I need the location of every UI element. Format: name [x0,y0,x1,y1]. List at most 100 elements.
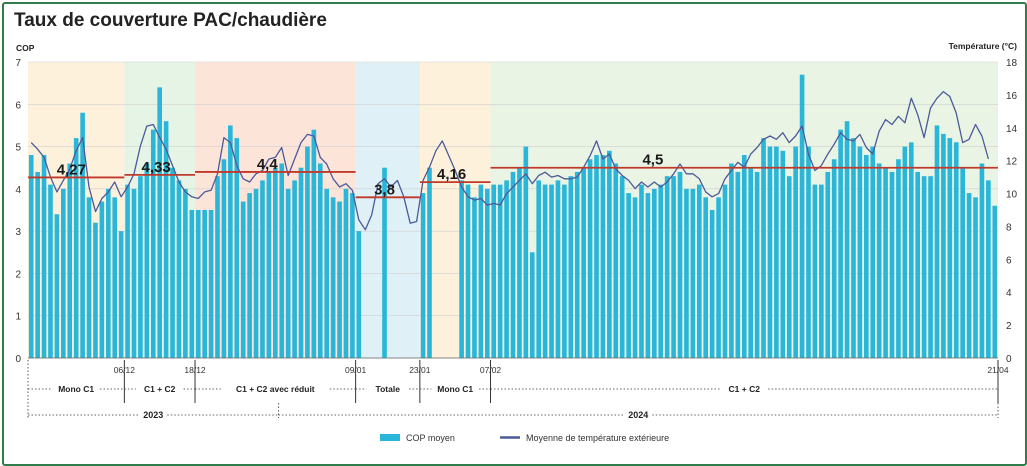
cop-bar [504,180,509,358]
cop-bar [202,210,207,358]
cop-bar [459,180,464,358]
cop-bar [138,176,143,358]
cop-bar [298,167,304,358]
cop-bar [799,74,805,358]
cop-bar [176,180,182,358]
y-left-tick-label: 6 [15,100,21,111]
cop-bar [677,171,683,358]
cop-bar [600,155,606,358]
cop-bar [536,180,542,358]
y-left-axis-label: COP [16,43,35,53]
cop-bar [581,167,586,358]
cop-bar [786,176,792,358]
mean-cop-label: 4,33 [142,159,171,176]
cop-bar [594,155,599,358]
cop-bar [690,188,696,358]
cop-bar [99,201,105,358]
cop-bar [292,180,297,358]
y-left-tick-label: 2 [15,269,21,280]
year-label: 2023 [143,410,163,420]
y-left-tick-label: 4 [15,185,21,196]
cop-bar [587,159,593,358]
cop-bar [883,167,888,358]
cop-bar [253,188,259,358]
cop-bar [317,163,323,358]
date-label: 07/02 [480,365,502,375]
cop-bar [350,193,355,358]
y-left-tick-label: 5 [15,143,21,154]
cop-bar [562,184,567,358]
cop-bar [484,188,490,358]
cop-bar [491,184,497,358]
cop-bar [613,163,619,358]
cop-bar [908,142,914,358]
cop-bar [896,159,901,358]
cop-bar [93,222,98,358]
cop-bar [928,176,933,358]
cop-bar [157,87,163,358]
cop-bar [549,184,554,358]
cop-bar [118,231,124,358]
cop-bar [709,210,715,358]
cop-bar [851,138,856,358]
cop-bar [703,197,709,358]
cop-bar [324,188,330,358]
date-label: 23/01 [409,365,431,375]
y-right-tick-label: 8 [1006,222,1012,233]
cop-bar [568,176,574,358]
cop-bar [465,184,471,358]
mean-cop-label: 4,4 [257,156,279,173]
cop-bar [992,205,998,358]
year-label: 2024 [628,410,648,420]
cop-bar [73,138,79,358]
cop-bar [754,171,760,358]
cop-bar [510,171,516,358]
cop-bar [195,210,201,358]
cop-bar [420,193,426,358]
cop-bar [915,171,921,358]
cop-bar [529,252,535,358]
cop-bar [619,176,625,358]
period-label: Mono C1 [437,384,473,394]
cop-bar [125,184,130,358]
cop-bar [979,163,985,358]
chart-title: Taux de couverture PAC/chaudière [14,10,327,31]
cop-bar [54,214,60,358]
cop-bar [921,176,927,358]
cop-bar [658,184,664,358]
cop-bar [517,167,522,358]
cop-bar [208,210,214,358]
y-left-tick-label: 3 [15,227,21,238]
cop-bar [639,184,644,358]
cop-bar [131,188,137,358]
cop-bar [607,150,612,358]
period-label: Totale [376,384,401,394]
cop-bar [343,188,349,358]
cop-bar [671,176,676,358]
period-label: C1 + C2 [729,384,761,394]
cop-bar [279,163,285,358]
cop-bar [61,188,66,358]
y-right-tick-label: 16 [1006,91,1018,102]
cop-bar [215,176,220,358]
y-right-tick-label: 10 [1006,190,1018,201]
y-right-tick-label: 12 [1006,157,1018,168]
cop-bar [626,193,631,358]
cop-bar [632,197,638,358]
cop-bar [870,146,876,358]
cop-bar [947,138,953,358]
cop-bar [67,163,73,358]
date-label: 18/12 [184,365,206,375]
cop-bar [144,163,150,358]
mean-cop-label: 4,5 [642,152,663,169]
cop-bar [311,129,317,358]
cop-bar [337,201,342,358]
cop-bar [478,184,484,358]
cop-bar [189,210,195,358]
y-left-tick-label: 0 [15,354,21,365]
y-right-tick-label: 4 [1006,288,1012,299]
cop-bar [722,184,728,358]
cop-bar [285,188,291,358]
cop-bar [645,193,651,358]
